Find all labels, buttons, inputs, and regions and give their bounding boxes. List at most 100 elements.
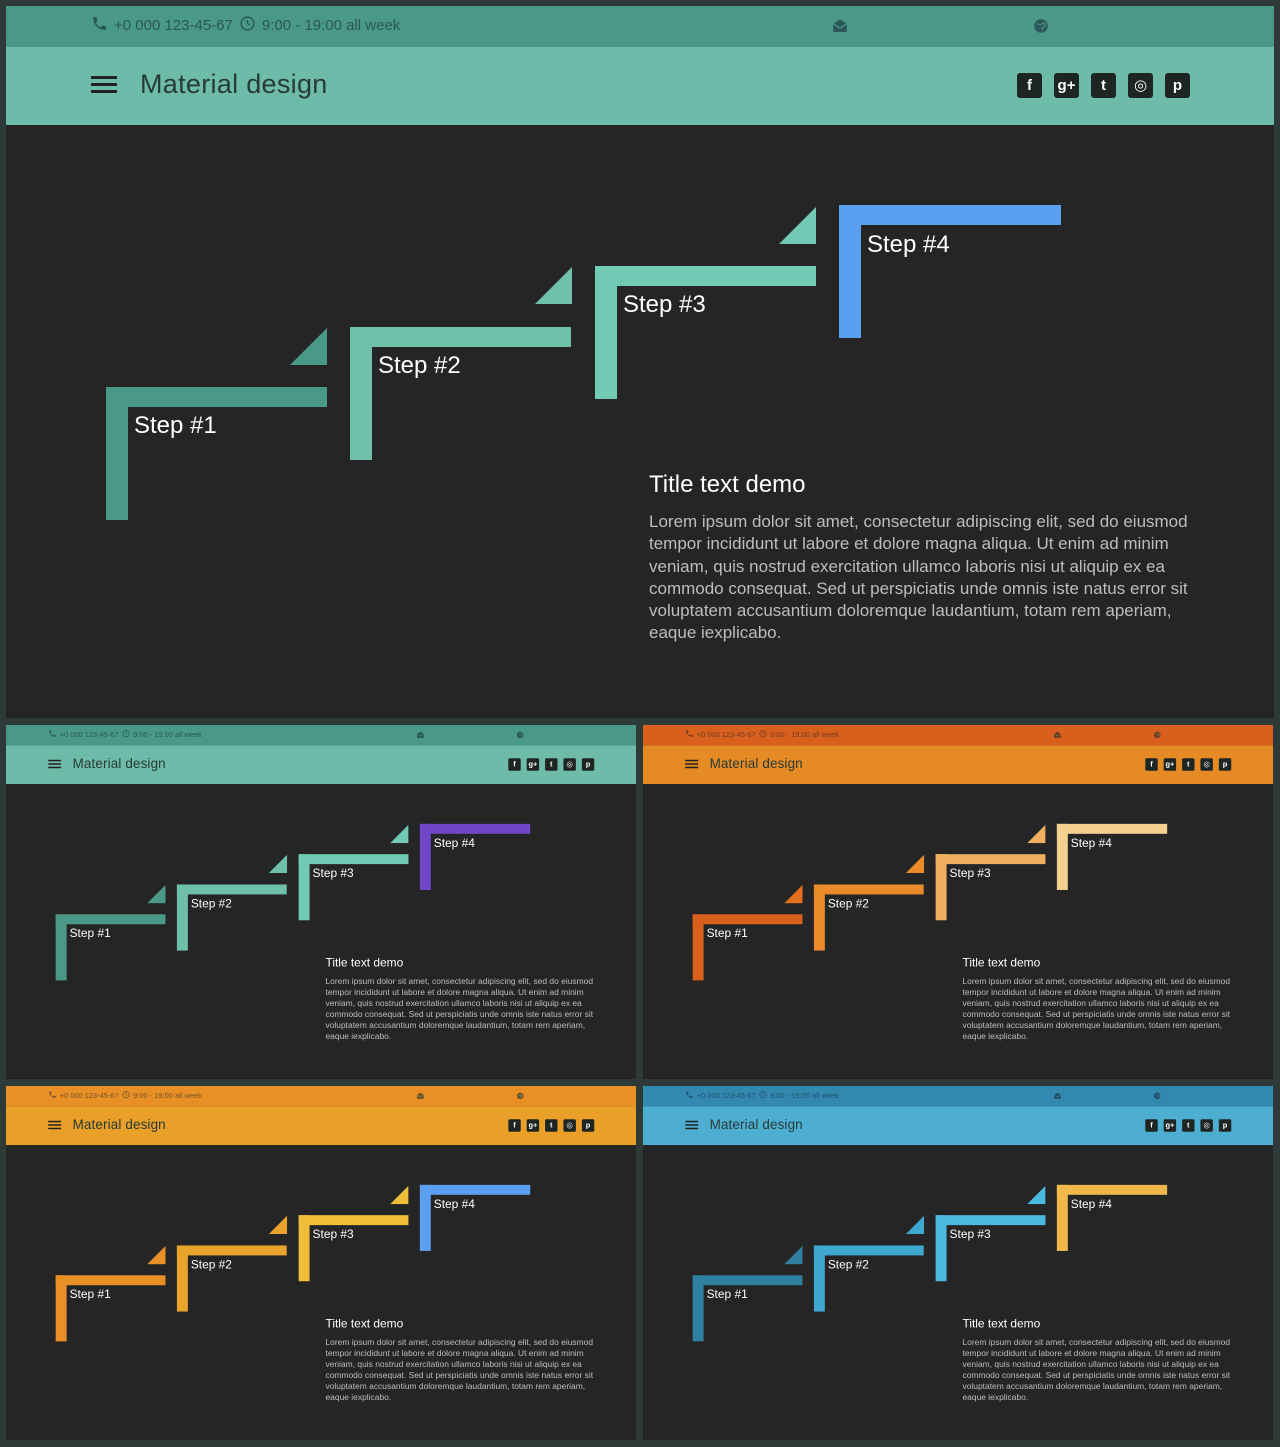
navbar: Material design f g+ t ◎ p (6, 1106, 636, 1146)
mail-icon[interactable] (831, 17, 849, 35)
menu-icon[interactable] (91, 75, 117, 95)
mail-icon[interactable] (1053, 1091, 1062, 1100)
facebook-icon[interactable]: f (1017, 73, 1042, 98)
step-riser (419, 823, 431, 890)
step-bar (55, 1275, 166, 1286)
top-info-bar: +0 000 123-45-67 9:00 - 19:00 all week (6, 6, 1274, 47)
step-riser (692, 1275, 704, 1342)
step-label: Step #2 (827, 1257, 869, 1272)
twitter-icon[interactable]: t (1182, 758, 1195, 771)
navbar: Material design f g+ t ◎ p (6, 47, 1274, 125)
menu-icon[interactable] (685, 1120, 699, 1130)
mail-icon[interactable] (416, 1091, 425, 1100)
contact-info: +0 000 123-45-67 9:00 - 19:00 all week (685, 1090, 839, 1100)
top-info-bar: +0 000 123-45-67 9:00 - 19:00 all week (643, 725, 1273, 746)
phone-number[interactable]: +0 000 123-45-67 (114, 17, 233, 34)
step-bar (595, 266, 816, 286)
globe-icon[interactable] (1032, 17, 1050, 35)
step-riser (176, 1245, 188, 1312)
clock-icon (239, 15, 256, 36)
phone-number[interactable]: +0 000 123-45-67 (696, 1091, 756, 1100)
brand-title[interactable]: Material design (140, 69, 328, 99)
step-label: Step #3 (949, 1227, 991, 1242)
mail-icon[interactable] (1053, 730, 1062, 739)
step-riser (595, 266, 617, 399)
step-riser (1056, 823, 1068, 890)
globe-icon[interactable] (516, 1091, 525, 1100)
step-bar (935, 1215, 1046, 1226)
twitter-icon[interactable]: t (545, 1119, 558, 1132)
phone-icon (685, 729, 693, 739)
facebook-icon[interactable]: f (1145, 1119, 1158, 1132)
instagram-icon[interactable]: ◎ (563, 758, 576, 771)
twitter-icon[interactable]: t (1182, 1119, 1195, 1132)
slide-preview: +0 000 123-45-67 9:00 - 19:00 all week Mat… (6, 6, 1274, 718)
top-info-bar: +0 000 123-45-67 9:00 - 19:00 all week (6, 725, 636, 746)
twitter-icon[interactable]: t (1091, 73, 1116, 98)
phone-number[interactable]: +0 000 123-45-67 (59, 1091, 119, 1100)
section-body: Lorem ipsum dolor sit amet, consectetur … (325, 1337, 594, 1403)
facebook-icon[interactable]: f (508, 1119, 521, 1132)
step-riser (55, 1275, 67, 1342)
pinterest-icon[interactable]: p (1165, 73, 1190, 98)
slide-preview: +0 000 123-45-67 9:00 - 19:00 all week Mat… (6, 1086, 636, 1440)
top-info-bar: +0 000 123-45-67 9:00 - 19:00 all week (643, 1086, 1273, 1107)
mail-icon[interactable] (416, 730, 425, 739)
menu-icon[interactable] (48, 759, 62, 769)
section-title: Title text demo (325, 1317, 404, 1331)
brand-title[interactable]: Material design (72, 756, 166, 772)
instagram-icon[interactable]: ◎ (1128, 73, 1153, 98)
opening-hours: 9:00 - 19:00 all week (261, 17, 401, 34)
twitter-icon[interactable]: t (545, 758, 558, 771)
step-triangle (905, 854, 925, 874)
globe-icon[interactable] (1153, 730, 1162, 739)
clock-icon (759, 1090, 767, 1100)
step-label: Step #2 (190, 1257, 232, 1272)
phone-icon (685, 1090, 693, 1100)
globe-icon[interactable] (1153, 1091, 1162, 1100)
pinterest-icon[interactable]: p (581, 1119, 595, 1132)
contact-info: +0 000 123-45-67 9:00 - 19:00 all week (91, 15, 400, 36)
step-triangle (779, 207, 816, 244)
step-riser (692, 914, 704, 981)
step-riser (419, 1184, 431, 1251)
globe-icon[interactable] (516, 730, 525, 739)
step-label: Step #2 (378, 352, 461, 379)
step-riser (935, 1215, 947, 1282)
opening-hours: 9:00 - 19:00 all week (770, 730, 839, 739)
slide-preview: +0 000 123-45-67 9:00 - 19:00 all week Mat… (6, 725, 636, 1079)
instagram-icon[interactable]: ◎ (1200, 1119, 1213, 1132)
google-plus-icon[interactable]: g+ (526, 758, 540, 771)
facebook-icon[interactable]: f (508, 758, 521, 771)
facebook-icon[interactable]: f (1145, 758, 1158, 771)
instagram-icon[interactable]: ◎ (1200, 758, 1213, 771)
pinterest-icon[interactable]: p (581, 758, 595, 771)
step-label: Step #3 (949, 866, 991, 881)
pinterest-icon[interactable]: p (1218, 758, 1232, 771)
step-riser (176, 884, 188, 951)
brand-title[interactable]: Material design (709, 756, 803, 772)
step-bar (55, 914, 166, 925)
google-plus-icon[interactable]: g+ (1163, 1119, 1177, 1132)
phone-number[interactable]: +0 000 123-45-67 (59, 730, 119, 739)
steps-content: Step #1 Step #2 Step #3 Step #4 Title text d… (6, 1145, 636, 1440)
step-bar (935, 854, 1046, 865)
opening-hours: 9:00 - 19:00 all week (133, 1091, 202, 1100)
step-riser (298, 854, 310, 921)
phone-number[interactable]: +0 000 123-45-67 (696, 730, 756, 739)
step-label: Step #4 (433, 1197, 475, 1212)
step-bar (298, 854, 409, 865)
step-bar (106, 387, 327, 407)
google-plus-icon[interactable]: g+ (1054, 73, 1079, 98)
instagram-icon[interactable]: ◎ (563, 1119, 576, 1132)
menu-icon[interactable] (48, 1120, 62, 1130)
section-body: Lorem ipsum dolor sit amet, consectetur … (649, 512, 1188, 643)
menu-icon[interactable] (685, 759, 699, 769)
steps-content: Step #1 Step #2 Step #3 Step #4 Title text d… (6, 125, 1274, 718)
google-plus-icon[interactable]: g+ (526, 1119, 540, 1132)
step-label: Step #4 (1070, 1197, 1112, 1212)
brand-title[interactable]: Material design (72, 1117, 166, 1133)
brand-title[interactable]: Material design (709, 1117, 803, 1133)
google-plus-icon[interactable]: g+ (1163, 758, 1177, 771)
pinterest-icon[interactable]: p (1218, 1119, 1232, 1132)
